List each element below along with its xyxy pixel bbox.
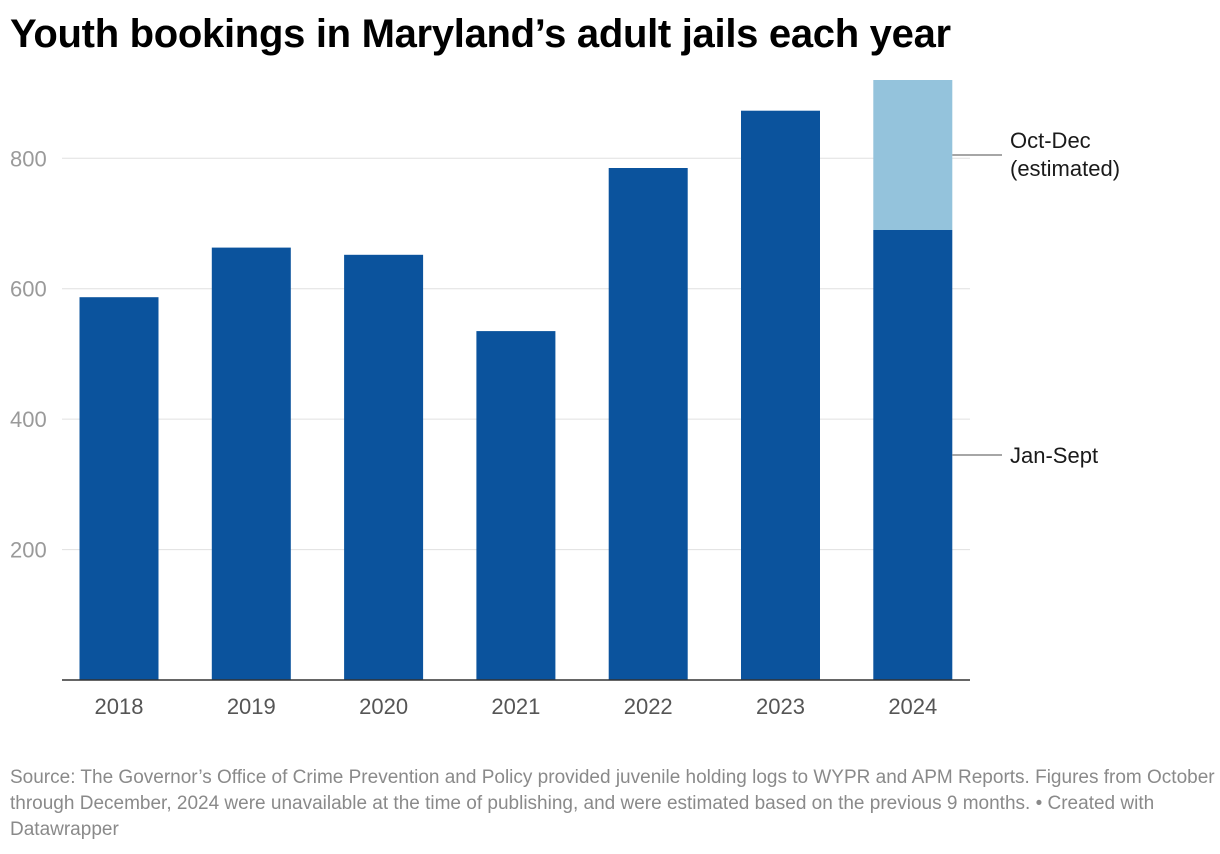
bar-2023-jan-sept — [741, 110, 820, 680]
bar-2020-jan-sept — [344, 254, 424, 681]
bars — [79, 80, 953, 681]
x-tick-label: 2018 — [95, 694, 144, 719]
series-annotation-label: (estimated) — [1010, 156, 1120, 181]
chart-title: Youth bookings in Maryland’s adult jails… — [10, 12, 951, 56]
bar-2018-jan-sept — [79, 297, 159, 680]
bar-2021-jan-sept — [476, 331, 556, 680]
x-tick-label: 2019 — [227, 694, 276, 719]
x-tick-label: 2022 — [624, 694, 673, 719]
bar-2019-jan-sept — [211, 247, 291, 680]
axes: 200 400 600 800 2018 2019 2020 2021 2022 2023 2024 — [10, 146, 970, 719]
x-tick-label: 2023 — [756, 694, 805, 719]
x-tick-label: 2024 — [888, 694, 937, 719]
y-tick-label: 800 — [10, 146, 47, 171]
source-note: Source: The Governor’s Office of Crime P… — [10, 765, 1215, 843]
bar-2022-jan-sept — [608, 168, 688, 680]
y-tick-label: 200 — [10, 538, 47, 563]
x-tick-label: 2021 — [491, 694, 540, 719]
annotations: Oct-Dec (estimated) Jan-Sept — [952, 128, 1120, 468]
bar-2024-jan-sept — [873, 230, 953, 680]
series-annotation-label: Oct-Dec — [1010, 128, 1091, 153]
y-tick-label: 400 — [10, 407, 47, 432]
source-text: Source: The Governor’s Office of Crime P… — [10, 767, 1215, 814]
credit-text: • Created with Datawrapper — [10, 793, 1155, 840]
y-tick-label: 600 — [10, 277, 47, 302]
x-tick-label: 2020 — [359, 694, 408, 719]
bar-2024-oct-dec — [873, 80, 953, 230]
series-annotation-label: Jan-Sept — [1010, 443, 1098, 468]
bar-chart: 200 400 600 800 2018 2019 2020 2021 2022 2023 2024… — [10, 80, 1120, 719]
